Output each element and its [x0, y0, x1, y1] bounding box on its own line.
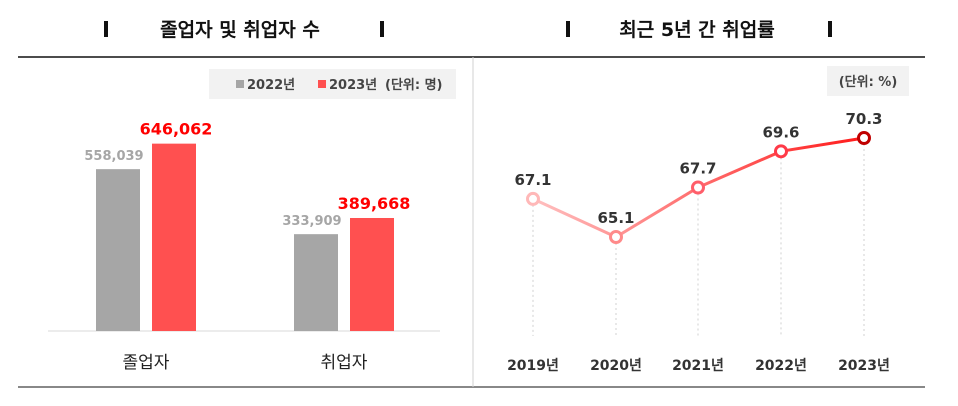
bar-data-label: 646,062	[140, 120, 213, 139]
line-chart-title: 최근 5년 간 취업률	[619, 19, 774, 41]
bar-data-label: 389,668	[338, 194, 411, 213]
data-point	[526, 191, 540, 206]
legend-swatch-2022	[236, 80, 244, 88]
title-marker-right	[380, 21, 384, 37]
data-point	[774, 144, 788, 159]
legend-swatch-2023	[318, 80, 326, 88]
title-marker-right	[828, 21, 832, 37]
point-label: 67.7	[679, 159, 716, 177]
data-point	[609, 230, 623, 244]
bar-chart-title: 졸업자 및 취업자 수	[160, 19, 320, 41]
unit-box	[827, 66, 909, 96]
category-label: 졸업자	[123, 353, 170, 373]
legend-box	[209, 69, 456, 99]
year-label: 2020년	[590, 358, 642, 374]
line-unit-label: (단위: %)	[839, 74, 898, 90]
year-label: 2021년	[672, 358, 724, 374]
bar-2022년-취업자	[294, 234, 338, 331]
bar-2023년-졸업자	[152, 143, 196, 331]
data-point	[857, 130, 871, 145]
year-label: 2023년	[838, 358, 890, 374]
legend-label-2023: 2023년	[329, 78, 377, 93]
data-point	[691, 180, 705, 195]
year-label: 2022년	[755, 358, 807, 374]
point-label: 65.1	[597, 209, 634, 227]
bar-data-label: 558,039	[84, 149, 143, 164]
point-label: 67.1	[514, 171, 551, 189]
legend-label-2022: 2022년	[247, 78, 295, 93]
title-marker-left	[104, 21, 108, 37]
category-label: 취업자	[321, 353, 368, 373]
year-label: 2019년	[507, 358, 559, 374]
title-marker-left	[566, 21, 570, 37]
point-label: 70.3	[845, 110, 882, 128]
bar-unit-label: (단위: 명)	[385, 77, 443, 93]
bar-2023년-취업자	[350, 217, 394, 331]
bar-2022년-졸업자	[96, 169, 140, 331]
bar-data-label: 333,909	[282, 214, 341, 229]
point-label: 69.6	[762, 123, 799, 141]
